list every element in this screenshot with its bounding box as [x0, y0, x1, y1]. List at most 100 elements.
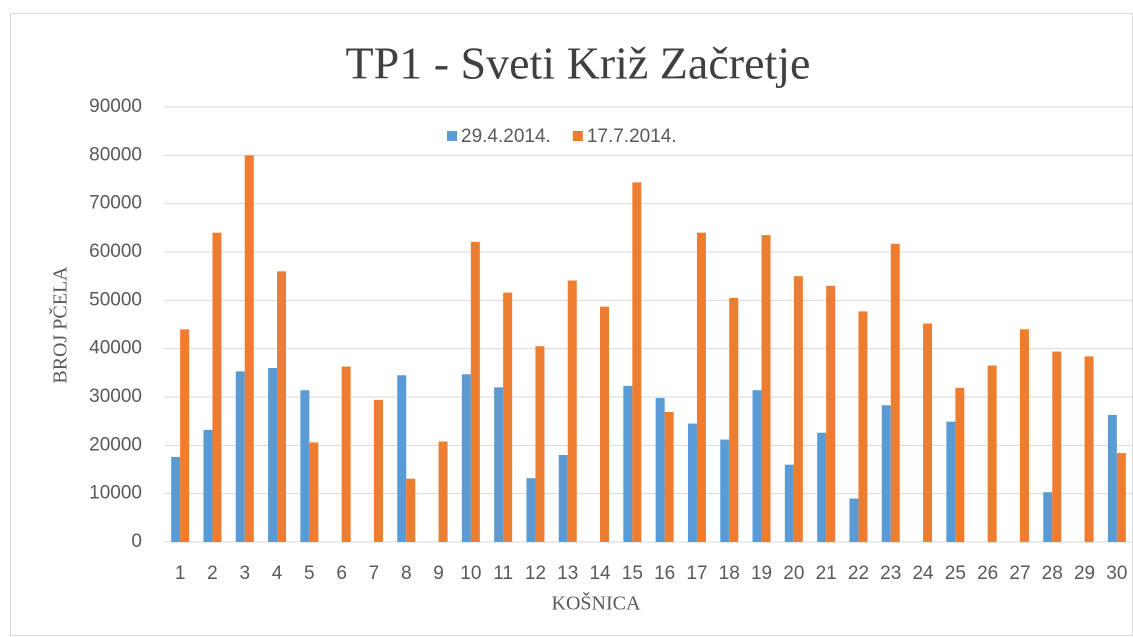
bar [696, 232, 706, 542]
bar [438, 441, 448, 542]
bar [784, 464, 794, 542]
bar [526, 478, 536, 542]
bar [729, 297, 739, 542]
bar [1052, 351, 1062, 542]
bar [461, 374, 471, 542]
bar [1116, 453, 1126, 542]
bar [1084, 356, 1094, 542]
bar [858, 311, 868, 542]
bar [235, 371, 245, 542]
bar [600, 306, 610, 542]
bar [623, 385, 633, 542]
x-tick-label: 7 [369, 563, 380, 584]
bar [987, 365, 997, 542]
x-tick-label: 15 [622, 563, 643, 584]
x-tick-label: 21 [816, 563, 837, 584]
bar [268, 368, 278, 542]
y-tick-label: 40000 [89, 338, 142, 359]
x-axis-label: KOŠNICA [552, 591, 641, 615]
x-tick-label: 10 [460, 563, 481, 584]
bar [203, 429, 213, 542]
y-tick-label: 90000 [89, 96, 142, 117]
y-tick-label: 70000 [89, 193, 142, 214]
chart-title: TP1 - Sveti Križ Začretje [346, 38, 811, 89]
x-tick-label: 24 [912, 563, 934, 584]
bar [180, 329, 190, 542]
bar [752, 390, 762, 542]
x-tick-label: 8 [401, 563, 412, 584]
x-tick-label: 4 [272, 563, 283, 584]
legend-label: 17.7.2014. [587, 126, 677, 147]
y-axis-label: BROJ PČELA [48, 266, 72, 384]
x-tick-label: 2 [207, 563, 218, 584]
bar [1043, 492, 1053, 542]
x-tick-label: 3 [239, 563, 250, 584]
bar [470, 241, 480, 542]
bar [946, 421, 956, 542]
x-tick-label: 13 [557, 563, 578, 584]
x-tick-label: 1 [175, 563, 186, 584]
x-tick-label: 16 [654, 563, 675, 584]
bar [761, 235, 771, 543]
x-tick-label: 27 [1009, 563, 1030, 584]
bar [212, 232, 222, 542]
x-tick-label: 14 [589, 563, 611, 584]
x-tick-label: 26 [977, 563, 998, 584]
y-tick-label: 60000 [89, 241, 142, 262]
x-tick-label: 29 [1074, 563, 1095, 584]
x-tick-label: 23 [880, 563, 901, 584]
bar [881, 405, 891, 542]
bar [244, 155, 254, 543]
bar [687, 423, 697, 542]
y-tick-label: 0 [131, 531, 142, 552]
x-tick-label: 5 [304, 563, 315, 584]
bar [664, 411, 674, 542]
bar [373, 399, 383, 542]
bar [341, 366, 351, 542]
bar [494, 387, 504, 542]
bar [890, 243, 900, 543]
bar [397, 375, 407, 542]
bar [826, 285, 836, 542]
x-tick-label: 22 [848, 563, 869, 584]
bar [1107, 414, 1117, 542]
x-tick-label: 28 [1042, 563, 1063, 584]
legend-swatch [572, 131, 583, 141]
bar [535, 346, 545, 542]
legend-label: 29.4.2014. [461, 126, 551, 147]
bar [793, 276, 803, 542]
x-tick-label: 17 [686, 563, 707, 584]
bar [632, 182, 642, 542]
x-tick-label: 11 [493, 563, 513, 584]
bar [558, 455, 568, 542]
bar [300, 390, 310, 542]
bar [171, 456, 181, 542]
x-tick-label: 9 [433, 563, 444, 584]
x-tick-label: 25 [945, 563, 966, 584]
x-tick-label: 6 [336, 563, 347, 584]
bar [309, 442, 319, 542]
y-tick-label: 20000 [89, 434, 142, 455]
x-tick-label: 30 [1106, 563, 1127, 584]
bar [955, 387, 965, 542]
y-tick-label: 30000 [89, 386, 142, 407]
y-tick-label: 80000 [89, 144, 142, 165]
bar [720, 439, 730, 542]
bar [923, 323, 933, 542]
bar [567, 280, 577, 542]
bar [406, 478, 416, 542]
x-tick-label: 20 [783, 563, 804, 584]
bar [277, 271, 287, 542]
bar [503, 292, 513, 542]
x-tick-label: 19 [751, 563, 772, 584]
y-tick-label: 10000 [89, 483, 142, 504]
y-tick-label: 50000 [89, 289, 142, 310]
bar [655, 397, 665, 542]
bar [1019, 329, 1029, 542]
x-tick-label: 18 [719, 563, 740, 584]
x-tick-label: 12 [525, 563, 546, 584]
bar [849, 498, 859, 542]
legend-swatch [447, 131, 457, 141]
bar [817, 432, 827, 542]
